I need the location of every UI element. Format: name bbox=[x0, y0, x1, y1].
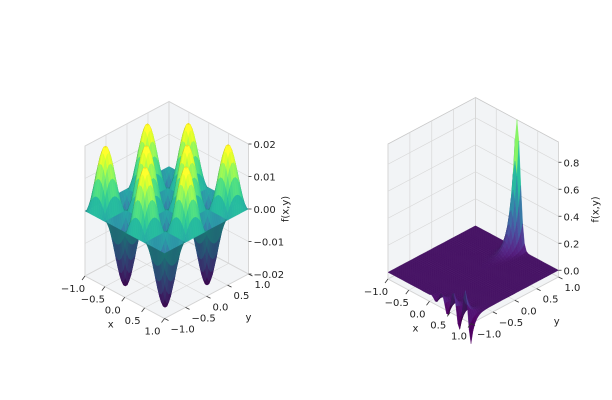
y-tick-label: 0.0 bbox=[213, 302, 229, 313]
y-tick-mark bbox=[185, 307, 190, 310]
z-tick-label: 0.0 bbox=[564, 266, 580, 277]
x-tick-label: 0.0 bbox=[410, 309, 426, 320]
surface-mesh bbox=[84, 122, 249, 308]
tick-labels: −1.0−0.50.00.51.0 −1.0−0.50.00.51.00.00.2… bbox=[364, 158, 581, 342]
y-tick-label: −1.0 bbox=[477, 330, 501, 341]
z-tick-label: 0.6 bbox=[564, 185, 580, 196]
x-tick-label: 1.0 bbox=[451, 332, 467, 343]
y-tick-mark bbox=[492, 311, 498, 315]
surface-plot-left: −1.0−0.50.00.51.0 −1.0−0.50.00.51.0−0.02−… bbox=[61, 100, 292, 338]
x-tick-label: 0.0 bbox=[105, 305, 121, 316]
y-tick-mark bbox=[227, 284, 232, 288]
y-tick-label: 0.0 bbox=[521, 306, 537, 317]
x-tick-label: −1.0 bbox=[364, 287, 388, 298]
y-tick-label: 0.5 bbox=[543, 295, 559, 306]
surface-facet bbox=[468, 322, 474, 344]
z-axis-label: f(x,y) bbox=[281, 196, 292, 222]
z-tick-label: 0.8 bbox=[564, 158, 580, 169]
y-tick-mark bbox=[470, 323, 476, 326]
y-tick-label: −0.5 bbox=[499, 318, 523, 329]
gridline bbox=[84, 101, 170, 147]
surface-plot-right: −1.0−0.50.00.51.0 −1.0−0.50.00.51.00.00.2… bbox=[364, 96, 602, 344]
x-tick-label: 0.5 bbox=[430, 320, 446, 331]
z-axis-label: f(x,y) bbox=[591, 196, 602, 222]
y-tick-label: 1.0 bbox=[565, 283, 581, 294]
x-axis-label: x bbox=[108, 319, 114, 330]
x-tick-label: −0.5 bbox=[385, 298, 409, 309]
surface-mesh bbox=[387, 119, 559, 344]
x-tick-mark bbox=[446, 312, 451, 317]
z-tick-label: 0.00 bbox=[254, 205, 276, 216]
gridline bbox=[387, 171, 476, 219]
gridline bbox=[168, 101, 249, 145]
gridline bbox=[144, 263, 229, 309]
x-axis-label: x bbox=[413, 323, 419, 334]
surface-facet bbox=[162, 252, 167, 258]
y-tick-mark bbox=[558, 276, 563, 280]
x-tick-label: −1.0 bbox=[61, 284, 85, 295]
x-tick-mark bbox=[405, 289, 410, 295]
y-tick-label: 0.5 bbox=[234, 291, 250, 302]
y-axis-label: y bbox=[554, 316, 560, 327]
y-axis-label: y bbox=[246, 312, 252, 323]
x-tick-mark bbox=[467, 323, 472, 328]
x-tick-mark bbox=[161, 318, 165, 323]
gridline bbox=[387, 117, 476, 165]
z-tick-label: −0.02 bbox=[254, 270, 285, 281]
x-tick-label: 0.5 bbox=[125, 316, 141, 327]
y-tick-mark bbox=[514, 299, 519, 303]
y-tick-label: −1.0 bbox=[171, 325, 195, 336]
z-tick-label: 0.4 bbox=[564, 212, 580, 223]
z-tick-label: 0.01 bbox=[254, 173, 276, 184]
y-tick-mark bbox=[164, 318, 169, 321]
x-tick-mark bbox=[81, 275, 86, 281]
x-tick-label: −0.5 bbox=[81, 295, 105, 306]
y-tick-label: −0.5 bbox=[192, 313, 216, 324]
x-tick-mark bbox=[121, 297, 126, 302]
gridline bbox=[387, 198, 476, 246]
y-tick-label: 1.0 bbox=[255, 280, 271, 291]
axis-labels: x y f(x,y) bbox=[108, 196, 292, 331]
x-tick-mark bbox=[141, 307, 145, 313]
x-tick-mark bbox=[426, 301, 430, 306]
x-tick-mark bbox=[384, 278, 389, 284]
z-tick-label: −0.01 bbox=[254, 238, 285, 249]
x-tick-label: 1.0 bbox=[145, 327, 161, 338]
tick-labels: −1.0−0.50.00.51.0 −1.0−0.50.00.51.0−0.02−… bbox=[61, 140, 284, 338]
z-tick-label: 0.02 bbox=[254, 140, 276, 151]
x-tick-mark bbox=[101, 286, 106, 291]
y-tick-mark bbox=[206, 295, 211, 299]
y-tick-mark bbox=[536, 288, 541, 291]
z-tick-label: 0.2 bbox=[564, 239, 580, 250]
axis-labels: x y f(x,y) bbox=[413, 196, 602, 334]
gridline bbox=[387, 144, 476, 192]
